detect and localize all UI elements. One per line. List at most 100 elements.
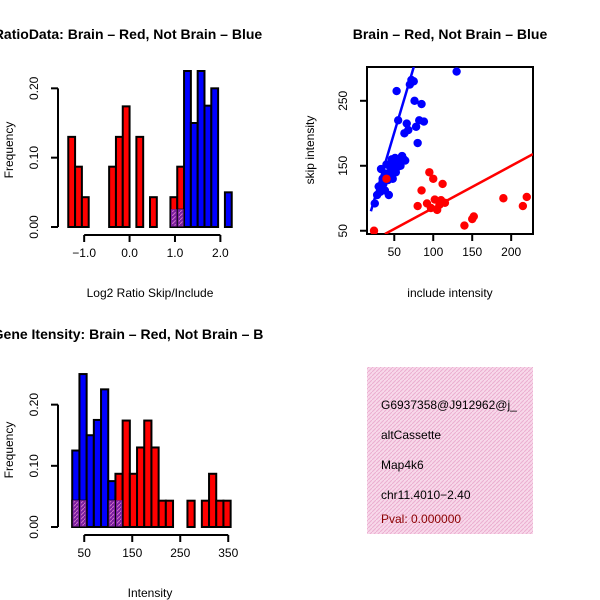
scatter-point-blue-27 [400, 156, 410, 165]
scatter-y-tick-label-2: 250 [336, 90, 350, 110]
intensity-bar-red-6 [136, 446, 146, 528]
intensity-x-tick-label-1: 150 [122, 546, 142, 560]
ratio-bar-blue-1 [183, 70, 192, 228]
ratio-x-tick-label-0: −1.0 [72, 246, 96, 260]
event-info-panel: G6937358@J912962@j_ altCassette Map4k6 c… [367, 367, 533, 534]
intensity-bar-red-9 [157, 499, 167, 529]
ratio-x-tick-label-1: 0.0 [121, 246, 138, 260]
intensity-scatter-plot: Brain – Red, Not Brain – Blue include in… [303, 26, 547, 300]
intensity-x-axis-label: Intensity [128, 586, 173, 600]
intensity-axes: 50 150 250 350 0.00 0.10 0.20 [27, 393, 239, 560]
intensity-bar-red-11 [186, 499, 196, 529]
ratio-x-axis-label: Log2 Ratio Skip/Include [87, 286, 214, 300]
scatter-point-blue-34 [411, 122, 421, 131]
ratio-bars [67, 70, 233, 229]
ratio-chart-title: RatioData: Brain – Red, Not Brain – Blue [0, 26, 262, 42]
scatter-point-red-12 [438, 179, 447, 189]
ratio-bar-red-4 [114, 135, 124, 228]
scatter-point-red-5 [425, 168, 434, 177]
scatter-x-axis-label: include intensity [407, 286, 492, 300]
ratio-bar-red-1 [74, 165, 83, 228]
ratio-bar-red-6 [135, 135, 145, 228]
info-panel-background [367, 367, 533, 534]
intensity-histogram: Gene Itensity: Brain – Red, Not Brain – … [0, 326, 263, 600]
scatter-point-red-7 [429, 174, 438, 183]
scatter-point-red-2 [413, 201, 422, 211]
scatter-chart-title: Brain – Red, Not Brain – Blue [353, 26, 548, 42]
ratio-histogram: RatioData: Brain – Red, Not Brain – Blue… [0, 26, 262, 300]
intensity-y-tick-label-1: 0.10 [27, 454, 41, 478]
ratio-overlap-bar-1 [177, 209, 184, 227]
scatter-x-tick-label-0: 50 [388, 245, 402, 259]
scatter-point-red-19 [522, 192, 531, 202]
pval-text: Pval: 0.000000 [381, 512, 461, 526]
intensity-y-tick-label-0: 0.00 [27, 515, 41, 539]
scatter-marks [369, 67, 533, 234]
intensity-bar-blue-4 [100, 388, 110, 528]
scatter-point-blue-35 [413, 138, 422, 148]
ratio-bar-blue-6 [223, 191, 233, 228]
ratio-bar-blue-3 [196, 70, 206, 228]
scatter-x-tick-label-1: 100 [423, 245, 443, 259]
intensity-chart-title: Gene Itensity: Brain – Red, Not Brain – … [0, 326, 263, 342]
ratio-x-tick-label-2: 1.0 [167, 246, 184, 260]
intensity-y-tick-label-2: 0.20 [27, 393, 41, 417]
ratio-bar-red-2 [80, 196, 90, 228]
scatter-point-blue-29 [404, 125, 413, 135]
ratio-bar-red-0 [67, 135, 77, 228]
intensity-overlap-bar-3 [115, 500, 123, 527]
intensity-bar-red-10 [164, 499, 175, 529]
intensity-overlap-bar-1 [79, 500, 87, 527]
ratio-x-tick-label-3: 2.0 [212, 246, 229, 260]
event-id-text: G6937358@J912962@j_ [381, 398, 517, 412]
intensity-overlap-bar-0 [72, 500, 79, 527]
ratio-overlap-bar-0 [170, 209, 177, 227]
scatter-point-red-3 [417, 186, 426, 195]
ratio-y-tick-label-0: 0.00 [27, 215, 41, 239]
intensity-bar-red-5 [128, 472, 139, 528]
scatter-point-blue-37 [417, 99, 426, 109]
scatter-point-blue-15 [388, 174, 397, 183]
scatter-fit-line-red [384, 152, 533, 234]
intensity-x-tick-label-2: 250 [170, 546, 190, 560]
scatter-plot-box [366, 66, 534, 235]
ratio-y-tick-label-1: 0.10 [27, 146, 41, 170]
intensity-bar-red-13 [208, 472, 218, 528]
scatter-point-red-17 [499, 194, 508, 203]
scatter-y-tick-label-0: 50 [336, 224, 350, 238]
scatter-point-blue-32 [409, 77, 418, 86]
scatter-point-red-16 [469, 212, 478, 221]
scatter-x-tick-label-2: 150 [462, 245, 482, 259]
ratio-bar-blue-4 [203, 104, 213, 228]
intensity-bar-red-4 [121, 419, 131, 529]
intensity-overlap-bar-2 [108, 500, 115, 527]
ratio-bar-blue-2 [189, 122, 199, 228]
scatter-point-blue-19 [392, 86, 401, 96]
ratio-bar-red-7 [149, 196, 158, 228]
ratio-y-tick-label-2: 0.20 [27, 76, 41, 100]
intensity-x-tick-label-0: 50 [78, 546, 92, 560]
scatter-point-blue-28 [402, 119, 411, 128]
intensity-y-axis-label: Frequency [2, 422, 16, 479]
ratio-bar-red-3 [108, 165, 117, 228]
ratio-y-axis-label: Frequency [2, 122, 16, 179]
scatter-x-tick-label-3: 200 [501, 245, 521, 259]
intensity-bar-red-15 [222, 499, 232, 529]
intensity-bar-red-8 [150, 446, 160, 528]
scatter-axes: 50 100 150 200 50 150 250 [336, 90, 522, 259]
scatter-point-red-1 [382, 174, 391, 183]
intensity-bar-red-12 [200, 499, 211, 529]
scatter-point-red-0 [369, 226, 379, 234]
event-type-text: altCassette [381, 428, 441, 442]
scatter-point-blue-11 [384, 190, 394, 200]
scatter-point-red-14 [460, 221, 469, 230]
scatter-point-blue-38 [419, 117, 429, 126]
intensity-bars [71, 373, 232, 529]
scatter-fit-line-blue [369, 67, 415, 212]
intensity-bar-red-14 [215, 499, 225, 529]
scatter-y-axis-label: skip intensity [303, 116, 317, 185]
gene-name-text: Map4k6 [381, 458, 424, 472]
intensity-bar-blue-2 [85, 434, 95, 528]
ratio-bar-red-5 [121, 105, 131, 228]
